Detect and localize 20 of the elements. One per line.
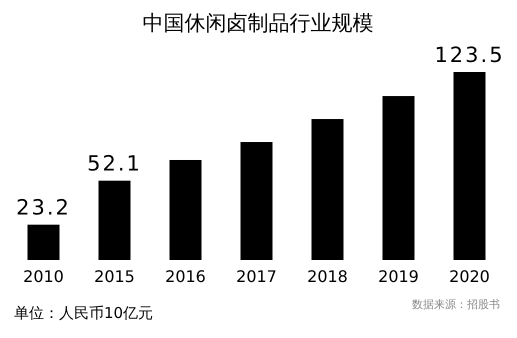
bar <box>382 96 414 260</box>
data-label: 52.1 <box>87 152 142 176</box>
x-tick-label: 2019 <box>378 267 419 286</box>
bar <box>240 142 272 260</box>
x-tick-label: 2017 <box>236 267 277 286</box>
data-label: 23.2 <box>16 196 71 220</box>
bar <box>98 180 130 260</box>
x-tick-label: 2016 <box>165 267 206 286</box>
data-label: 123.5 <box>434 43 505 67</box>
bar <box>170 160 202 260</box>
x-tick-label: 2020 <box>449 267 490 286</box>
bar <box>454 72 486 260</box>
x-tick-label: 2015 <box>94 267 135 286</box>
bar <box>312 119 344 260</box>
text: 单位：人民币10亿元 <box>14 304 154 322</box>
x-tick-label: 2018 <box>307 267 348 286</box>
chart-title: 中国休闲卤制品行业规模 <box>142 11 374 35</box>
x-tick-label: 2010 <box>23 267 64 286</box>
source-note: 数据来源：招股书 <box>412 298 500 311</box>
bar <box>28 224 60 260</box>
